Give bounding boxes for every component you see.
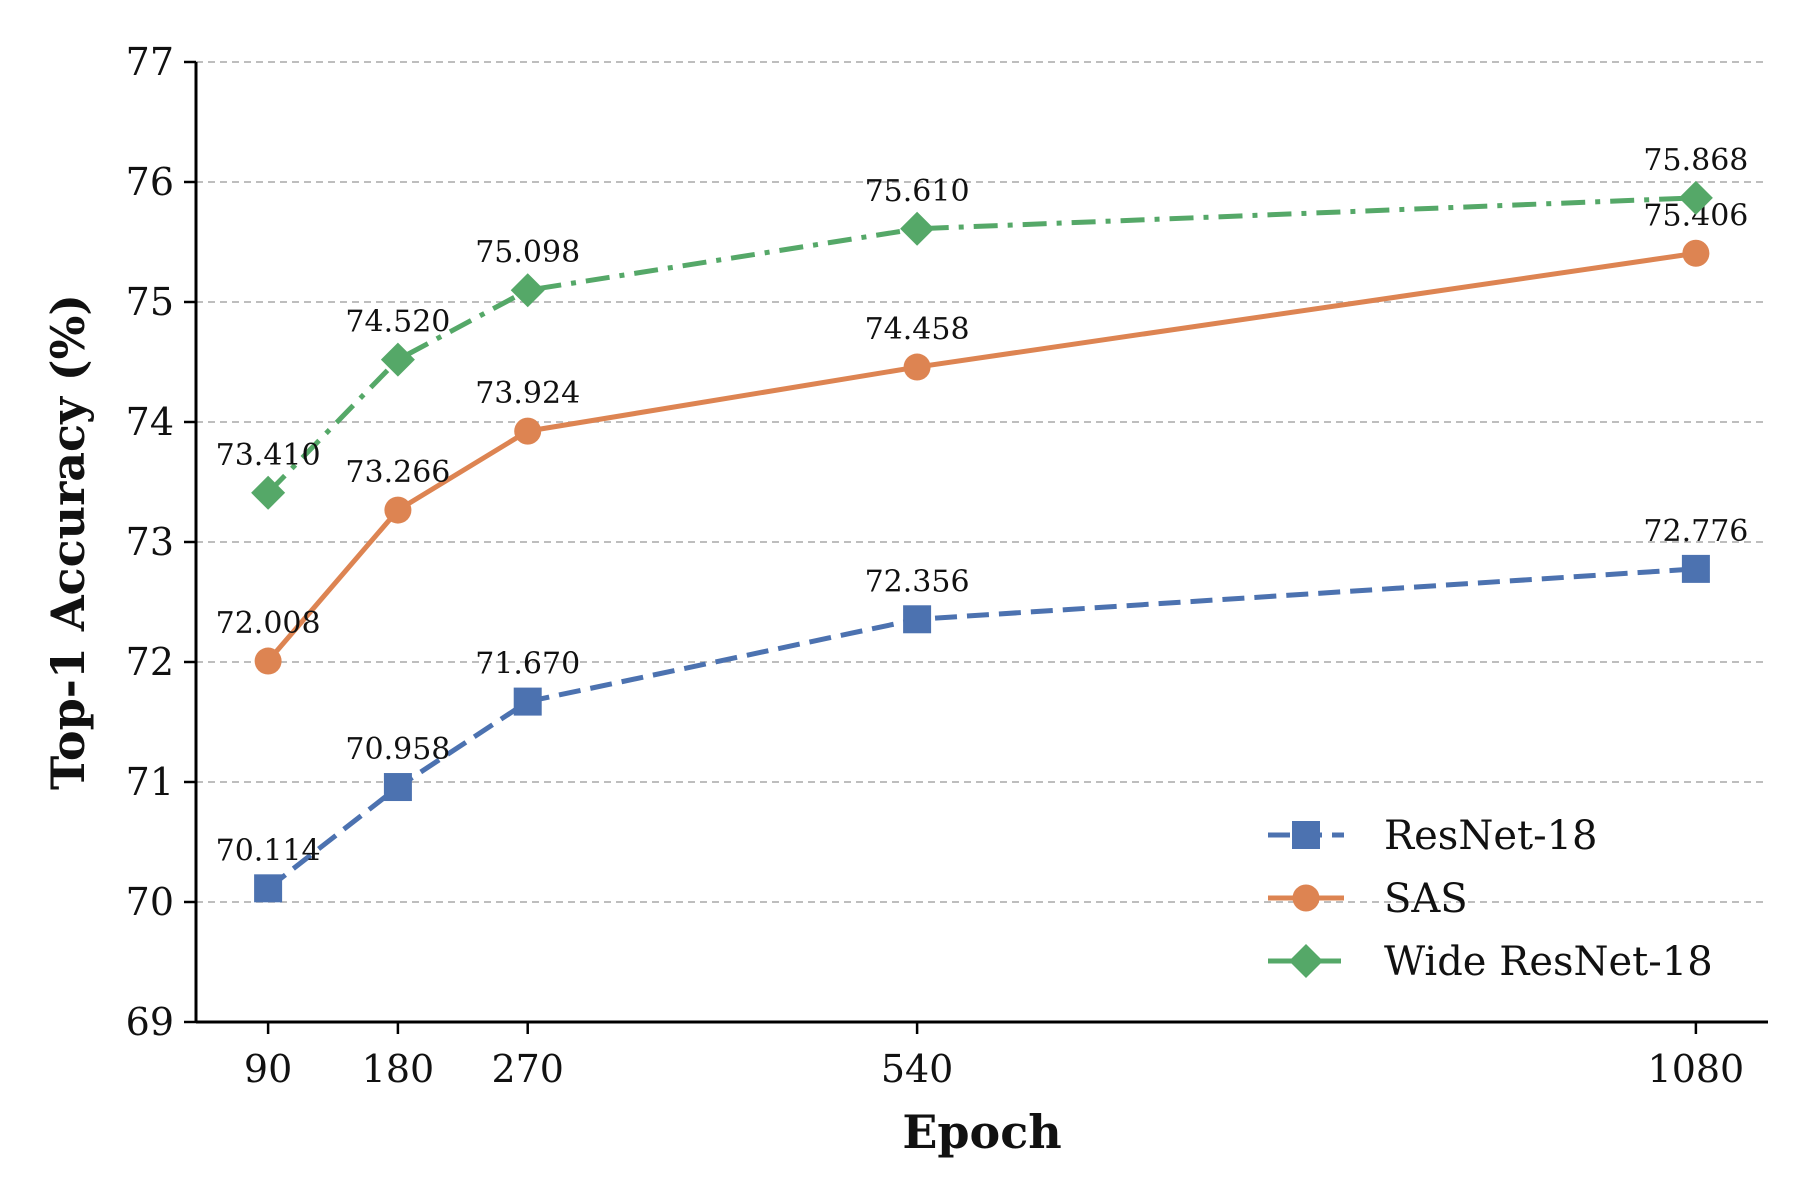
series-wide-resnet-18: 73.410 74.520 75.098 75.610 75.868	[216, 143, 1748, 510]
y-tick-label: 73	[126, 520, 174, 564]
data-point-sas	[1682, 239, 1710, 267]
data-point-wide-resnet-18	[380, 342, 415, 377]
data-label-wide-resnet-18: 75.868	[1643, 143, 1748, 178]
data-point-wide-resnet-18	[251, 475, 286, 510]
data-label-resnet-18: 71.670	[475, 647, 580, 682]
x-tick-label: 180	[362, 1047, 435, 1091]
data-label-resnet-18: 72.356	[865, 564, 970, 599]
legend: ResNet-18 SAS Wide ResNet-18	[1268, 813, 1713, 985]
data-point-sas	[903, 353, 931, 381]
data-label-wide-resnet-18: 75.610	[865, 174, 970, 209]
x-tick-label: 540	[881, 1047, 954, 1091]
data-label-sas: 73.266	[345, 455, 450, 490]
data-point-resnet-18	[903, 605, 932, 634]
y-tick-label: 77	[126, 40, 174, 84]
x-axis-title: Epoch	[902, 1105, 1061, 1159]
data-label-wide-resnet-18: 74.520	[345, 305, 450, 340]
x-tick-label: 1080	[1648, 1047, 1745, 1091]
y-tick-label: 71	[126, 760, 174, 804]
y-tick-label: 75	[126, 280, 174, 324]
data-point-resnet-18	[513, 687, 542, 716]
legend-label-resnet-18: ResNet-18	[1384, 813, 1597, 859]
data-point-sas	[254, 647, 282, 675]
y-axis-title: Top-1 Accuracy (%)	[41, 294, 95, 790]
legend-item-wide-resnet-18: Wide ResNet-18	[1268, 939, 1713, 985]
gridlines	[196, 61, 1768, 903]
data-label-sas: 72.008	[216, 606, 321, 641]
data-point-resnet-18	[254, 874, 283, 903]
data-point-wide-resnet-18	[1678, 180, 1713, 215]
y-tick-label: 70	[126, 880, 174, 924]
y-tick-label: 76	[126, 160, 174, 204]
data-label-wide-resnet-18: 73.410	[216, 438, 321, 473]
data-point-wide-resnet-18	[900, 211, 935, 246]
data-label-sas: 73.924	[475, 376, 580, 411]
y-tick-label: 72	[126, 640, 174, 684]
legend-marker-resnet-18	[1292, 821, 1320, 849]
data-label-resnet-18: 70.114	[216, 833, 321, 868]
legend-item-sas: SAS	[1268, 876, 1468, 922]
y-tick-label: 74	[126, 400, 174, 444]
data-label-wide-resnet-18: 75.098	[475, 235, 580, 270]
legend-label-sas: SAS	[1384, 876, 1468, 922]
data-point-sas	[514, 417, 542, 445]
data-point-resnet-18	[383, 773, 412, 802]
series-line-wide-resnet-18	[266, 195, 1696, 495]
data-label-sas: 74.458	[865, 312, 970, 347]
data-point-sas	[384, 496, 412, 524]
x-tick-label: 270	[491, 1047, 564, 1091]
data-label-resnet-18: 72.776	[1643, 514, 1748, 549]
legend-marker-wide-resnet-18	[1289, 944, 1323, 978]
axis-ticks: 69 70 71 72 73 74 75 76 77 90 180 270 540 1080	[126, 40, 1745, 1091]
data-point-wide-resnet-18	[510, 273, 545, 308]
x-tick-label: 90	[244, 1047, 292, 1091]
series-resnet-18: 70.114 70.958 71.670 72.356 72.776	[216, 514, 1748, 903]
legend-marker-sas	[1292, 884, 1320, 912]
legend-label-wide-resnet-18: Wide ResNet-18	[1384, 939, 1713, 985]
legend-item-resnet-18: ResNet-18	[1268, 813, 1597, 859]
y-tick-label: 69	[126, 1000, 174, 1044]
data-point-resnet-18	[1681, 554, 1710, 583]
data-label-resnet-18: 70.958	[345, 732, 450, 767]
series-group: 70.114 70.958 71.670 72.356 72.776 72.008 73.2…	[216, 143, 1748, 903]
